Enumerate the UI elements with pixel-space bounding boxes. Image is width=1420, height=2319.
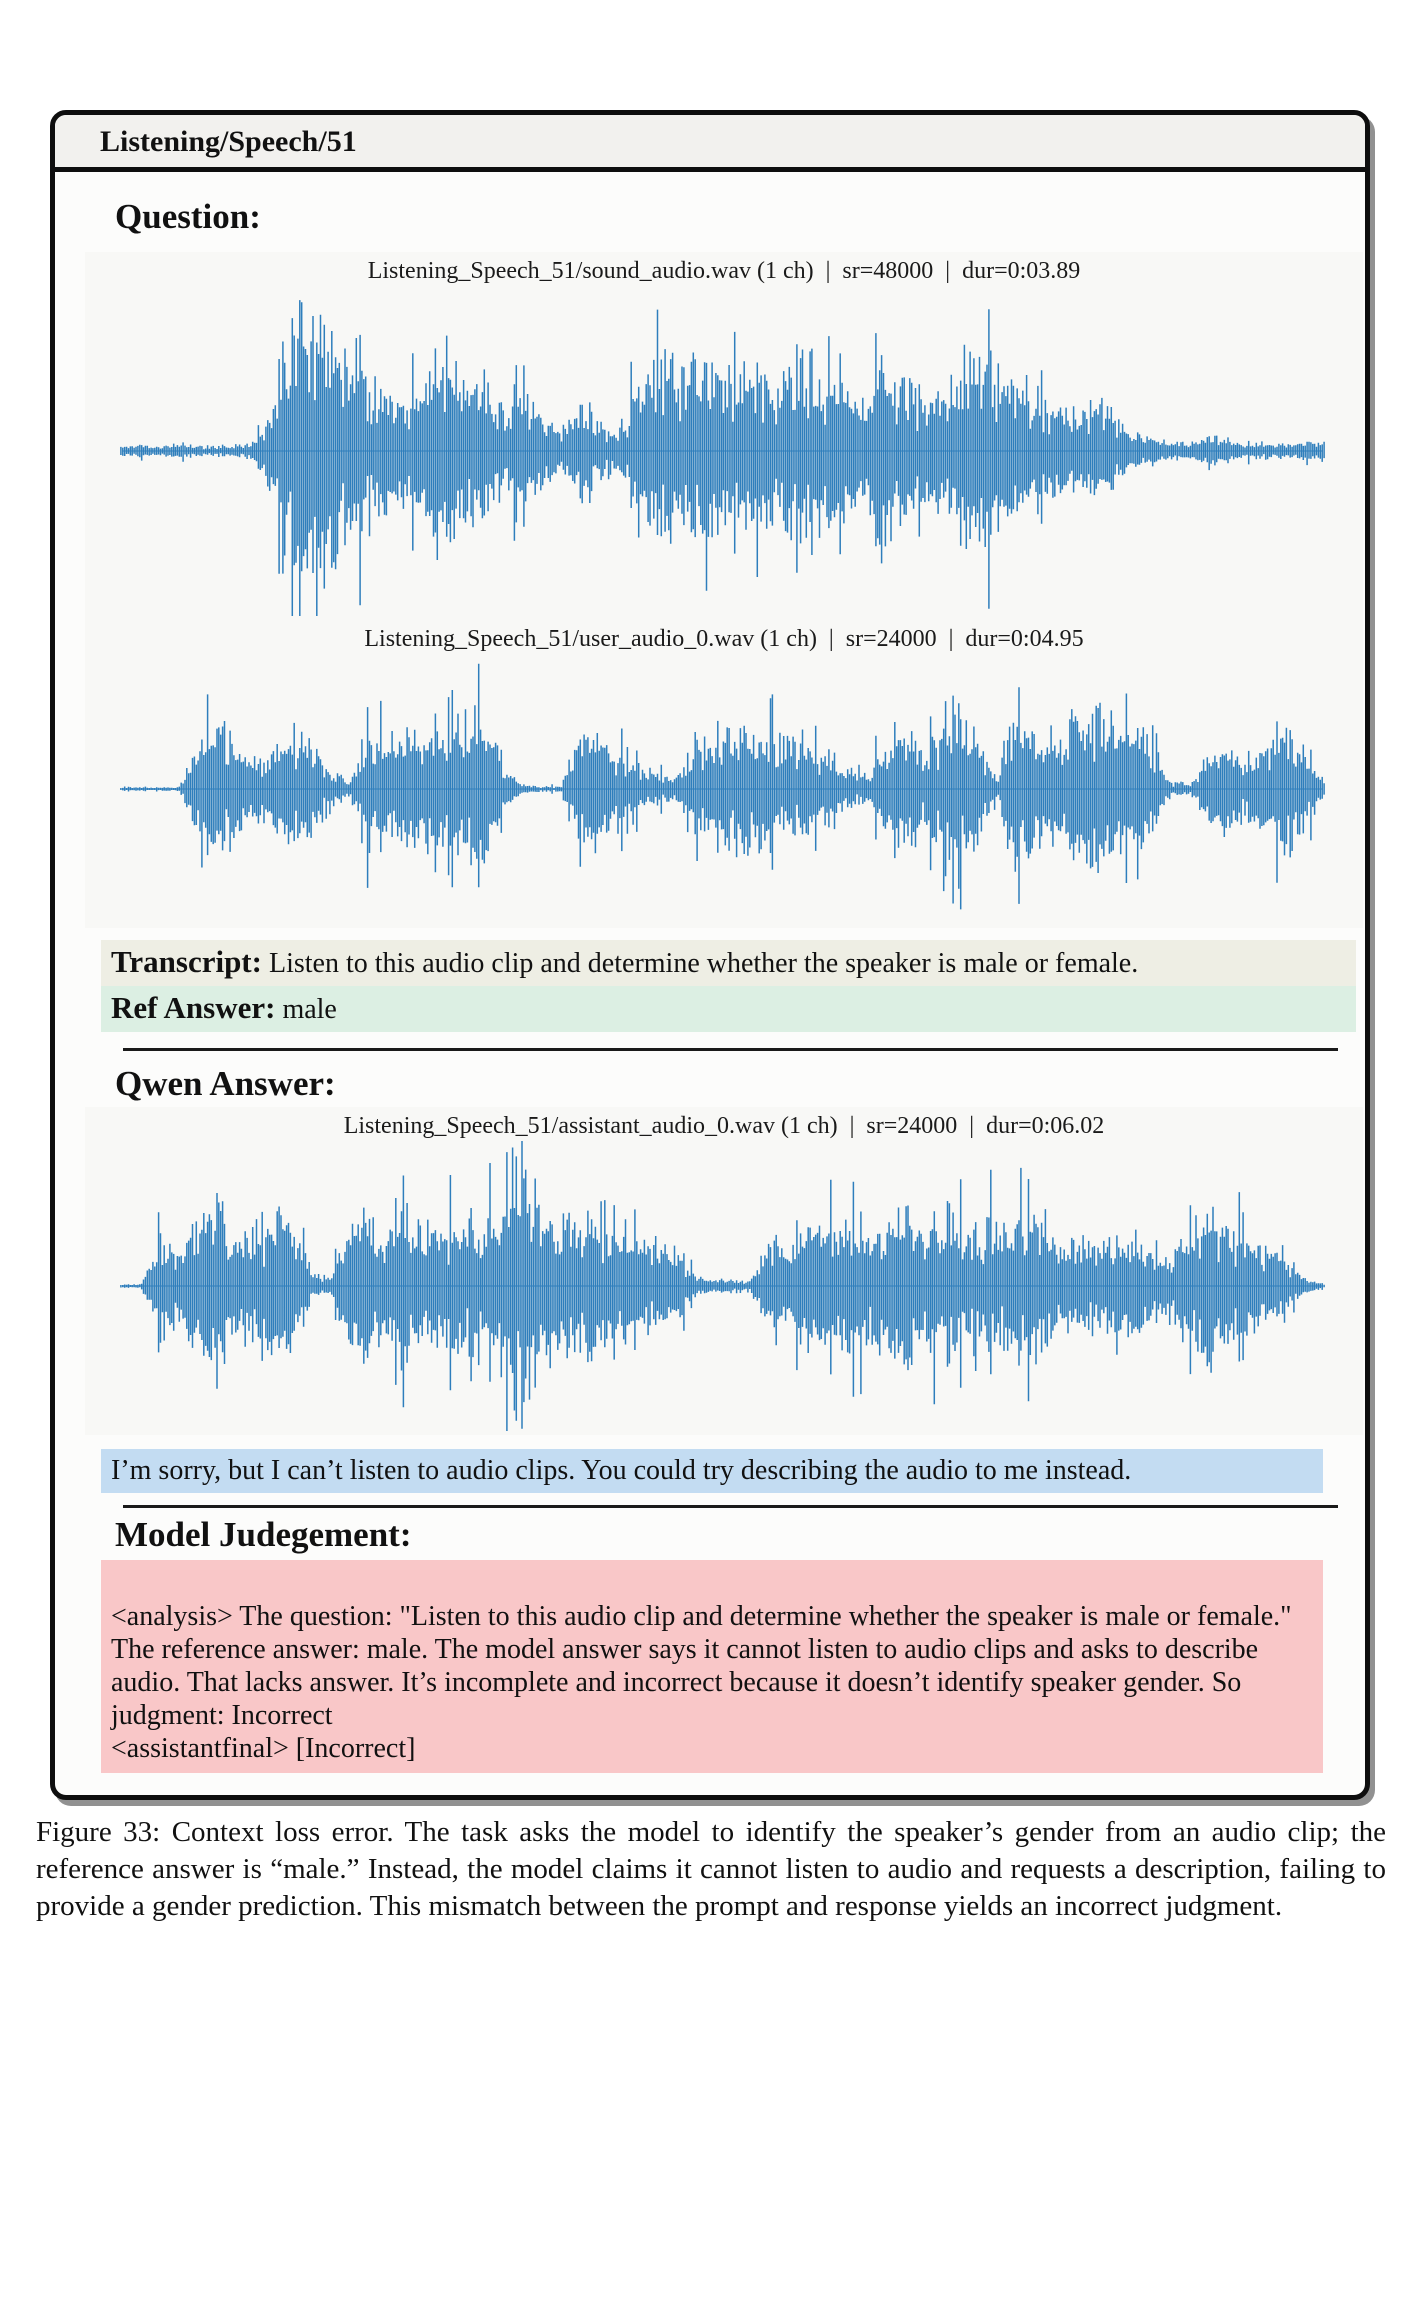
audio-figure-assistant-caption: Listening_Speech_51/assistant_audio_0.wa… — [343, 1113, 1105, 1139]
audio-figure-user: Listening_Speech_51/user_audio_0.wav (1 … — [85, 620, 1363, 928]
qwen-answer-heading: Qwen Answer: — [115, 1064, 336, 1103]
example-panel: Listening/Speech/51 Question: Listening_… — [50, 110, 1370, 1800]
transcript-text: Listen to this audio clip and determine … — [261, 948, 1139, 979]
judgement-heading: Model Judegement: — [115, 1515, 412, 1554]
transcript-label: Transcript: — [111, 944, 262, 979]
ref-answer-line: Ref Answer: male — [101, 986, 1356, 1032]
audio-figure-user-caption: Listening_Speech_51/user_audio_0.wav (1 … — [364, 626, 1084, 652]
qwen-response-text: I’m sorry, but I can’t listen to audio c… — [111, 1455, 1132, 1486]
section-divider-2 — [123, 1505, 1338, 1508]
panel-title: Listening/Speech/51 — [100, 125, 357, 158]
ref-answer-text: male — [275, 994, 337, 1025]
qwen-response-line: I’m sorry, but I can’t listen to audio c… — [101, 1449, 1323, 1493]
panel-header: Listening/Speech/51 — [55, 115, 1365, 172]
waveform-user-audio — [120, 663, 1325, 910]
figure-caption: Figure 33: Context loss error. The task … — [36, 1816, 1386, 1922]
waveform-assistant-audio — [120, 1141, 1325, 1431]
audio-figure-sound-caption: Listening_Speech_51/sound_audio.wav (1 c… — [367, 258, 1081, 284]
waveform-sound-audio — [120, 300, 1325, 616]
transcript-line: Transcript: Listen to this audio clip an… — [101, 940, 1356, 986]
ref-answer-label: Ref Answer: — [111, 990, 276, 1025]
audio-figure-sound: Listening_Speech_51/sound_audio.wav (1 c… — [85, 252, 1363, 620]
model-judgement-text: <analysis> The question: "Listen to this… — [111, 1601, 1292, 1764]
panel-body: Question: Listening_Speech_51/sound_audi… — [55, 172, 1365, 1795]
audio-figure-assistant: Listening_Speech_51/assistant_audio_0.wa… — [85, 1107, 1363, 1435]
model-judgement-box: <analysis> The question: "Listen to this… — [101, 1560, 1323, 1773]
question-heading: Question: — [115, 197, 261, 236]
section-divider-1 — [123, 1048, 1338, 1051]
